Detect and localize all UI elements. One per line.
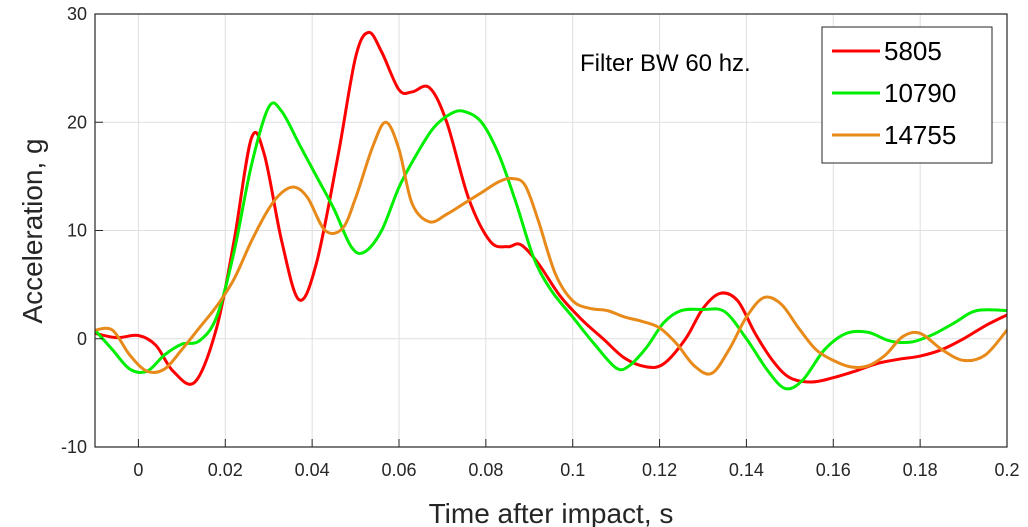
y-axis-label: Acceleration, g: [17, 138, 48, 323]
legend-label-5805: 5805: [884, 36, 942, 66]
y-tick-label: 10: [67, 221, 87, 241]
series-lines: [95, 30, 1007, 391]
x-tick-label: 0.2: [994, 460, 1019, 480]
legend: 5805 10790 14755: [821, 26, 993, 164]
axis-ticks: 0 0.02 0.04 0.06 0.08 0.1 0.12 0.14 0.16 0.18 0.2 -…: [61, 4, 1020, 480]
x-tick-label: 0.18: [903, 460, 938, 480]
x-tick-label: 0.1: [560, 460, 585, 480]
y-tick-label: 0: [77, 329, 87, 349]
x-tick-label: 0.04: [295, 460, 330, 480]
legend-label-14755: 14755: [884, 120, 956, 150]
x-tick-label: 0.12: [642, 460, 677, 480]
x-tick-label: 0.16: [816, 460, 851, 480]
x-tick-label: 0.06: [381, 460, 416, 480]
x-tick-label: 0: [133, 460, 143, 480]
y-tick-label: -10: [61, 437, 87, 457]
x-tick-label: 0.02: [208, 460, 243, 480]
y-tick-label: 20: [67, 112, 87, 132]
legend-items: 5805 10790 14755: [832, 36, 956, 150]
series-line-14755: [95, 120, 1007, 376]
series-line-5805: [95, 30, 1007, 386]
legend-label-10790: 10790: [884, 78, 956, 108]
x-tick-label: 0.08: [468, 460, 503, 480]
y-tick-label: 30: [67, 4, 87, 24]
filter-annotation: Filter BW 60 hz.: [580, 50, 751, 77]
x-axis-label: Time after impact, s: [429, 498, 674, 527]
x-tick-label: 0.14: [729, 460, 764, 480]
